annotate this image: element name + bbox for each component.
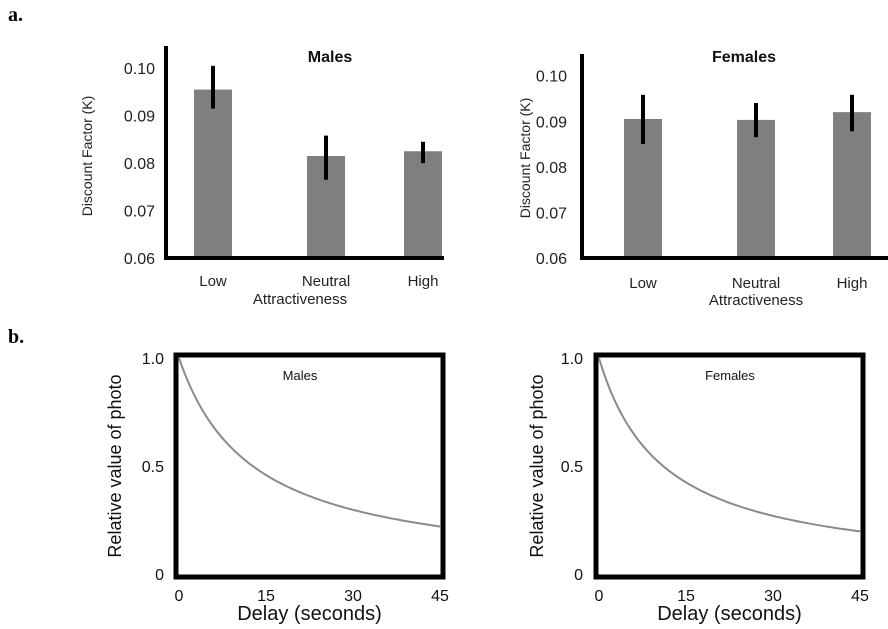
y-axis-label: Discount Factor (K): [517, 98, 533, 219]
chart-title: Females: [712, 49, 776, 66]
x-axis-label: Delay (seconds): [237, 603, 382, 625]
y-tick-label: 0: [155, 567, 164, 584]
y-tick-label: 0.07: [536, 205, 567, 222]
y-tick-label: 0.06: [536, 251, 567, 268]
panel-label-a: a.: [8, 4, 23, 26]
y-tick-label: 0.06: [124, 251, 155, 268]
y-tick-label: 0.5: [142, 459, 164, 476]
x-tick-label: 0: [595, 588, 604, 605]
x-tick-label: 15: [257, 588, 275, 605]
plot-frame: [593, 352, 866, 580]
category-label: High: [408, 273, 439, 290]
x-tick-label: 45: [851, 588, 869, 605]
x-tick-label: 30: [344, 588, 362, 605]
bar: [404, 151, 442, 256]
y-tick-label: 0.5: [561, 459, 583, 476]
y-axis-label: Relative value of photo: [527, 374, 547, 557]
plot-frame: [173, 352, 446, 580]
y-tick-label: 0.10: [124, 61, 155, 78]
discount-curve-line: [598, 357, 861, 533]
chart-title: Males: [308, 49, 353, 66]
y-tick-label: 0.08: [536, 160, 567, 177]
x-tick-label: 0: [175, 588, 184, 605]
y-tick-label: 0.08: [124, 156, 155, 173]
category-label: High: [837, 275, 868, 292]
discount-curve-line: [178, 357, 441, 528]
x-axis-label: Delay (seconds): [657, 603, 802, 625]
y-tick-label: 0.10: [536, 69, 567, 86]
chart-title: Males: [283, 368, 318, 383]
chart-title: Females: [705, 368, 755, 383]
x-tick-label: 45: [431, 588, 449, 605]
y-tick-label: 1.0: [142, 351, 164, 368]
males-discount-curve: 1.0 0.5 00 15 30 45 Males Delay (seconds) Relati…: [105, 351, 449, 625]
category-label: Neutral: [732, 275, 780, 292]
y-tick-label: 0.07: [124, 204, 155, 221]
x-tick-label: 15: [677, 588, 695, 605]
y-tick-label: 0.09: [124, 109, 155, 126]
females-discount-curve: 1.0 0.5 00 15 30 45 Females Delay (seconds) Rela…: [527, 351, 869, 625]
x-tick-label: 30: [764, 588, 782, 605]
bar: [737, 119, 775, 257]
category-label: Low: [199, 273, 227, 290]
y-tick-label: 0.09: [536, 114, 567, 131]
panel-label-b: b.: [8, 326, 25, 348]
category-label: Neutral: [302, 273, 350, 290]
males-bar-chart: 0.10 0.09 0.08 0.07 0.06 Low Neutral High Males A…: [79, 46, 444, 308]
category-label: Low: [629, 275, 657, 292]
x-axis-label: Attractiveness: [709, 292, 803, 309]
y-axis-label: Relative value of photo: [105, 374, 125, 557]
y-tick-label: 0: [574, 567, 583, 584]
y-axis-label: Discount Factor (K): [79, 96, 95, 217]
y-tick-label: 1.0: [561, 351, 583, 368]
bar: [833, 112, 871, 257]
females-bar-chart: 0.10 0.09 0.08 0.07 0.06 Low Neutral High Female…: [517, 49, 888, 309]
x-axis-label: Attractiveness: [253, 291, 347, 308]
bar: [194, 89, 232, 257]
